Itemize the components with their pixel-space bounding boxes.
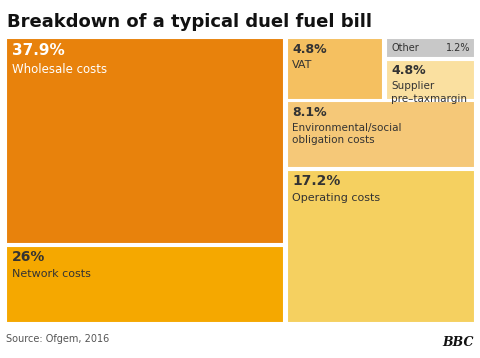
Bar bbox=[6, 38, 284, 245]
Bar bbox=[287, 101, 475, 169]
Text: 37.9%: 37.9% bbox=[12, 43, 65, 58]
Text: Wholesale costs: Wholesale costs bbox=[12, 63, 107, 76]
Bar bbox=[385, 38, 475, 58]
Text: Other: Other bbox=[391, 43, 419, 53]
Bar bbox=[6, 246, 284, 323]
Text: 8.1%: 8.1% bbox=[292, 106, 327, 119]
Text: 4.8%: 4.8% bbox=[391, 64, 426, 77]
Text: 1.2%: 1.2% bbox=[445, 43, 470, 53]
Text: Environmental/social
obligation costs: Environmental/social obligation costs bbox=[292, 123, 402, 145]
Bar bbox=[287, 170, 475, 323]
Text: Network costs: Network costs bbox=[12, 269, 91, 279]
Text: Source: Ofgem, 2016: Source: Ofgem, 2016 bbox=[6, 334, 109, 344]
Text: Breakdown of a typical duel fuel bill: Breakdown of a typical duel fuel bill bbox=[7, 13, 372, 31]
Text: VAT: VAT bbox=[292, 60, 312, 69]
Text: 4.8%: 4.8% bbox=[292, 43, 327, 56]
Text: 26%: 26% bbox=[12, 250, 45, 265]
Text: BBC: BBC bbox=[443, 336, 474, 349]
Text: Operating costs: Operating costs bbox=[292, 193, 381, 203]
Text: Supplier
pre–taxmargin: Supplier pre–taxmargin bbox=[391, 81, 468, 103]
Bar bbox=[385, 60, 475, 100]
Bar bbox=[287, 38, 383, 100]
Text: 17.2%: 17.2% bbox=[292, 174, 341, 189]
